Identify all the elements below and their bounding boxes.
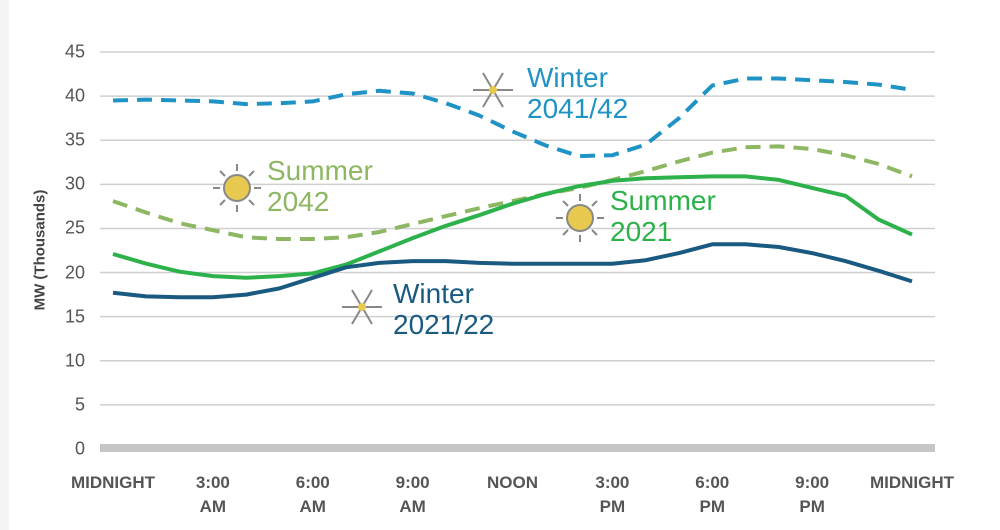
y-tick-label: 30: [64, 173, 85, 194]
series-line: [112, 242, 913, 300]
x-tick-label: MIDNIGHT: [869, 473, 955, 492]
y-tick-label: 10: [64, 350, 85, 371]
y-tick-label: 15: [64, 306, 85, 327]
snowflake-icon: [473, 72, 513, 108]
sun-icon: [213, 164, 261, 212]
y-axis-title: MW (Thousands): [31, 189, 49, 311]
sun-icon: [556, 194, 604, 242]
y-tick-label: 45: [64, 41, 85, 62]
x-tick-label: MIDNIGHT: [70, 473, 156, 492]
x-tick-label: NOON: [487, 473, 538, 492]
y-tick-label: 20: [64, 262, 85, 283]
y-tick-label: 25: [64, 217, 85, 238]
x-tick-label: 6:00 PM: [695, 473, 730, 516]
y-tick-label: 40: [64, 85, 85, 106]
series-line: [112, 144, 913, 241]
baseline: [100, 444, 935, 452]
x-tick-label: 3:00 AM: [195, 473, 230, 516]
series-label: Summer 2042: [267, 155, 373, 217]
y-tick-label: 0: [74, 438, 85, 459]
series-line: [112, 174, 913, 280]
series-line: [112, 76, 913, 159]
x-tick-label: 9:00 AM: [395, 473, 430, 516]
series-label: Winter 2041/42: [527, 62, 629, 124]
y-tick-label: 5: [74, 394, 85, 415]
series-label: Winter 2021/22: [393, 278, 495, 340]
series-label: Summer 2021: [610, 185, 716, 247]
x-tick-label: 6:00 AM: [295, 473, 330, 516]
edge-strip: [0, 0, 9, 530]
x-tick-label: 9:00 PM: [795, 473, 830, 516]
snowflake-icon: [342, 289, 382, 325]
y-tick-label: 35: [64, 129, 85, 150]
x-tick-label: 3:00 PM: [595, 473, 630, 516]
